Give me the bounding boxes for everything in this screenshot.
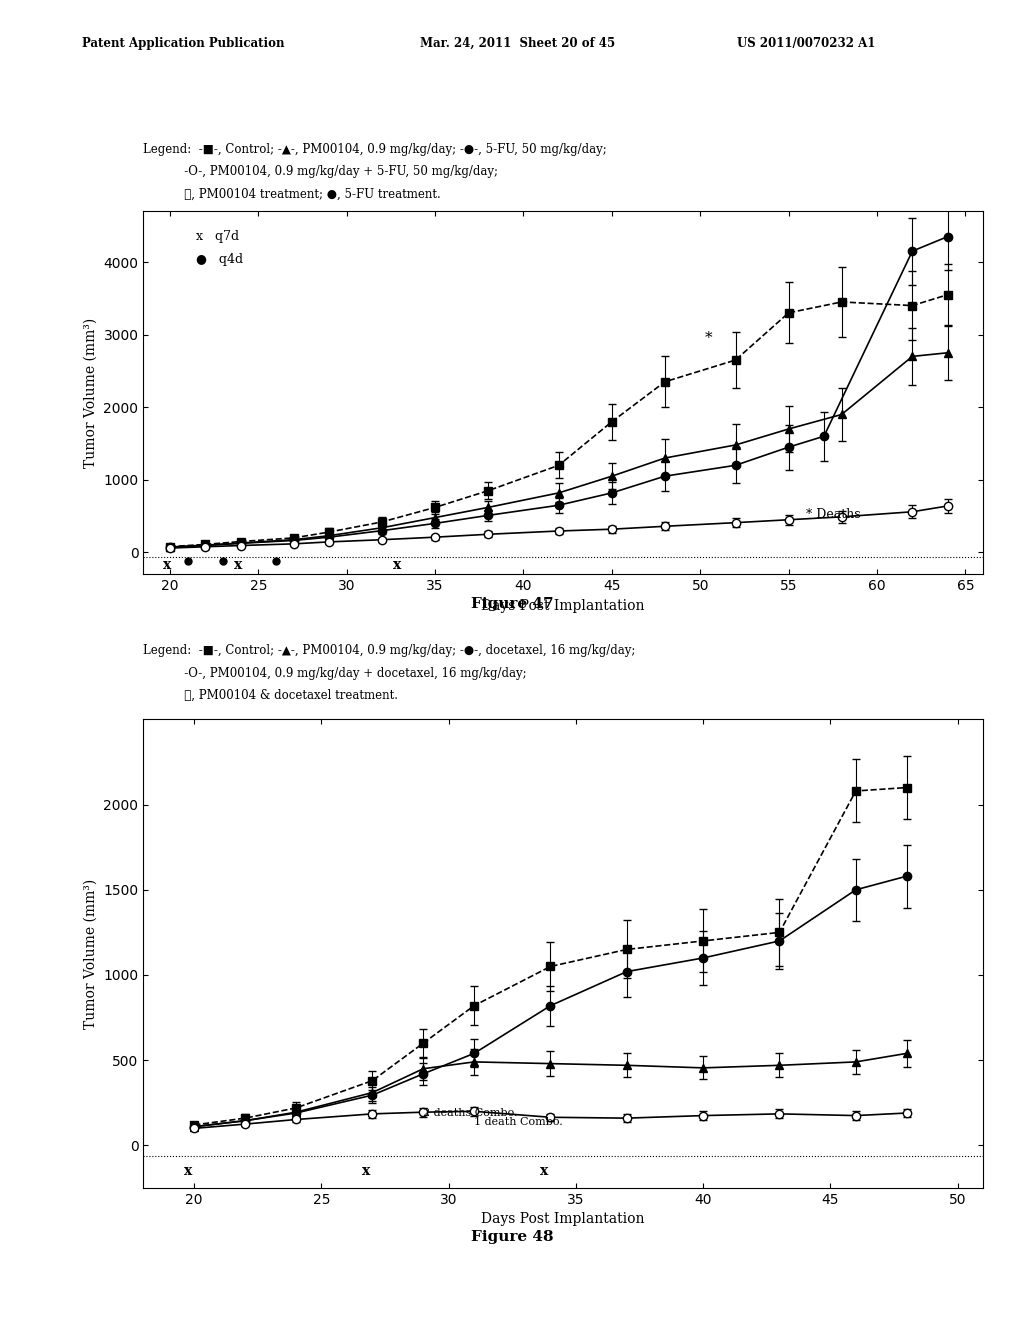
Text: ●   q4d: ● q4d xyxy=(197,253,244,267)
Text: x: x xyxy=(233,558,242,572)
Text: ✕, PM00104 & docetaxel treatment.: ✕, PM00104 & docetaxel treatment. xyxy=(143,689,398,702)
Text: *: * xyxy=(706,331,713,346)
Text: x: x xyxy=(392,558,400,572)
Text: x: x xyxy=(362,1164,371,1179)
Text: Legend:  -■-, Control; -▲-, PM00104, 0.9 mg/kg/day; -●-, 5-FU, 50 mg/kg/day;: Legend: -■-, Control; -▲-, PM00104, 0.9 … xyxy=(143,143,607,156)
Text: x: x xyxy=(163,558,171,572)
Text: x: x xyxy=(541,1164,549,1179)
X-axis label: Days Post Implantation: Days Post Implantation xyxy=(481,1212,645,1226)
Text: -O-, PM00104, 0.9 mg/kg/day + 5-FU, 50 mg/kg/day;: -O-, PM00104, 0.9 mg/kg/day + 5-FU, 50 m… xyxy=(143,165,499,178)
Y-axis label: Tumor Volume (mm³): Tumor Volume (mm³) xyxy=(84,879,98,1028)
Text: -O-, PM00104, 0.9 mg/kg/day + docetaxel, 16 mg/kg/day;: -O-, PM00104, 0.9 mg/kg/day + docetaxel,… xyxy=(143,667,527,680)
Y-axis label: Tumor Volume (mm³): Tumor Volume (mm³) xyxy=(84,318,98,467)
Text: Figure 47: Figure 47 xyxy=(471,597,553,611)
Text: ✕, PM00104 treatment; ●, 5-FU treatment.: ✕, PM00104 treatment; ●, 5-FU treatment. xyxy=(143,187,441,201)
Text: 2 deaths Combo.: 2 deaths Combo. xyxy=(423,1107,518,1118)
Text: Legend:  -■-, Control; -▲-, PM00104, 0.9 mg/kg/day; -●-, docetaxel, 16 mg/kg/day: Legend: -■-, Control; -▲-, PM00104, 0.9 … xyxy=(143,644,636,657)
Text: Figure 48: Figure 48 xyxy=(471,1230,553,1245)
Text: x: x xyxy=(184,1164,193,1179)
X-axis label: Days Post Implantation: Days Post Implantation xyxy=(481,598,645,612)
Text: * Deaths: * Deaths xyxy=(806,508,861,520)
Text: US 2011/0070232 A1: US 2011/0070232 A1 xyxy=(737,37,876,50)
Text: x   q7d: x q7d xyxy=(197,230,240,243)
Text: Patent Application Publication: Patent Application Publication xyxy=(82,37,285,50)
Text: 1 death Combo.: 1 death Combo. xyxy=(474,1117,563,1127)
Text: Mar. 24, 2011  Sheet 20 of 45: Mar. 24, 2011 Sheet 20 of 45 xyxy=(420,37,615,50)
